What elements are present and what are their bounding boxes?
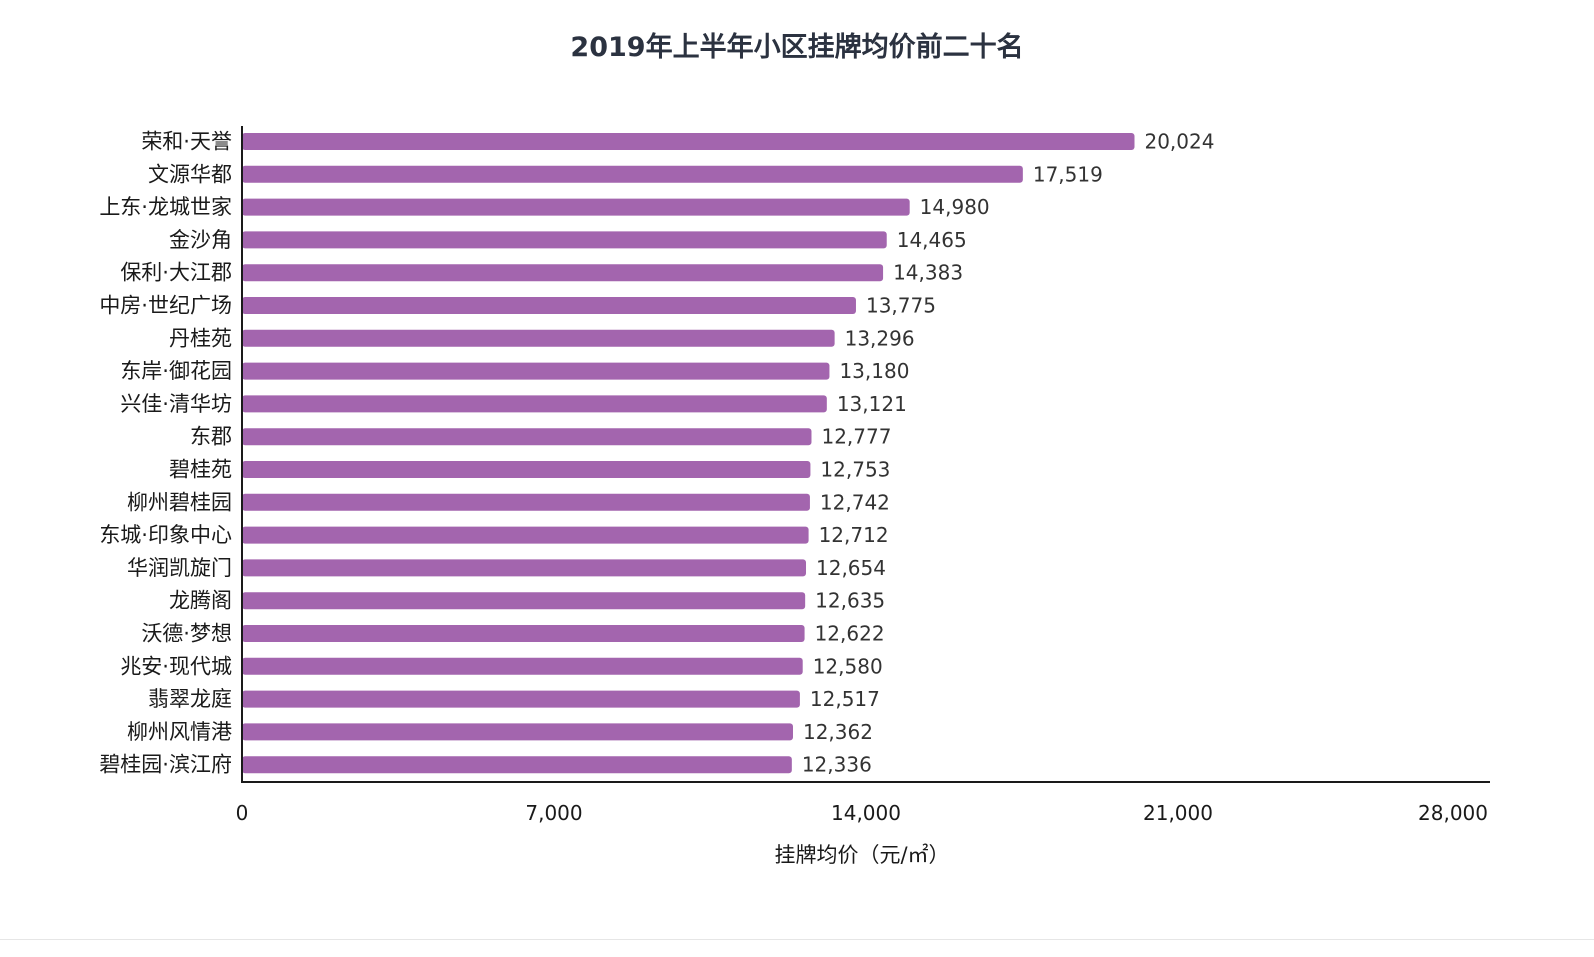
- value-label: 12,654: [816, 556, 886, 580]
- bottom-divider: [0, 939, 1594, 940]
- category-label: 碧桂园·滨江府: [99, 753, 232, 777]
- bar: [242, 493, 810, 511]
- category-labels: 荣和·天誉文源华都上东·龙城世家金沙角保利·大江郡中房·世纪广场丹桂苑东岸·御花…: [99, 130, 232, 777]
- category-label: 东郡: [190, 425, 232, 449]
- category-label: 龙腾阁: [169, 589, 232, 613]
- bar: [242, 133, 1135, 150]
- value-label: 13,296: [845, 326, 915, 350]
- bar: [242, 657, 803, 675]
- value-label: 12,742: [820, 490, 890, 514]
- x-tick-label: 21,000: [1143, 801, 1213, 825]
- bar: [242, 362, 830, 380]
- category-label: 碧桂苑: [169, 458, 232, 482]
- value-label: 12,753: [820, 458, 890, 482]
- category-label: 东岸·御花园: [120, 359, 232, 383]
- bar: [242, 297, 856, 314]
- bar: [242, 395, 827, 413]
- value-label: 12,362: [803, 720, 873, 744]
- x-tick-label: 7,000: [525, 801, 582, 825]
- category-label: 上东·龙城世家: [99, 195, 232, 219]
- value-label: 14,465: [897, 228, 967, 252]
- value-label: 12,336: [802, 753, 872, 777]
- category-label: 丹桂苑: [169, 326, 232, 350]
- value-labels: 20,024 17,519 14,980 14,465 14,383 13,775 13,2…: [802, 130, 1215, 777]
- x-tick-label: 28,000: [1418, 801, 1488, 825]
- category-label: 中房·世纪广场: [99, 294, 232, 318]
- x-tick-label: 14,000: [831, 801, 901, 825]
- category-label: 柳州碧桂园: [127, 490, 232, 514]
- bar: [242, 625, 805, 642]
- value-label: 12,635: [815, 589, 885, 613]
- value-label: 12,517: [810, 687, 880, 711]
- bar: [242, 461, 811, 478]
- bars-group: [242, 133, 1135, 774]
- x-axis-title: 挂牌均价（元/㎡）: [774, 843, 949, 867]
- bar: [242, 723, 793, 741]
- category-label: 兴佳·清华坊: [120, 392, 232, 416]
- chart-title: 2019年上半年小区挂牌均价前二十名: [570, 31, 1023, 63]
- value-label: 12,777: [821, 425, 891, 449]
- value-label: 14,383: [893, 261, 963, 285]
- bar: [242, 329, 835, 347]
- value-label: 13,121: [837, 392, 907, 416]
- category-label: 柳州风情港: [127, 720, 232, 744]
- bar: [242, 231, 887, 249]
- bar: [242, 165, 1023, 183]
- value-label: 13,775: [866, 294, 936, 318]
- bar: [242, 592, 806, 610]
- bar: [242, 198, 910, 216]
- value-label: 17,519: [1033, 162, 1103, 186]
- category-label: 文源华都: [148, 162, 232, 186]
- x-tick-labels: 0 7,000 14,000 21,000 28,000: [236, 801, 1488, 825]
- bar: [242, 690, 800, 708]
- x-tick-label: 0: [236, 801, 249, 825]
- bar: [242, 526, 809, 544]
- category-label: 华润凯旋门: [127, 556, 232, 580]
- value-label: 20,024: [1144, 130, 1214, 154]
- value-label: 12,580: [813, 654, 883, 678]
- category-label: 金沙角: [169, 228, 232, 252]
- category-label: 保利·大江郡: [120, 261, 232, 285]
- bar: [242, 428, 812, 446]
- value-label: 14,980: [920, 195, 990, 219]
- bar: [242, 756, 792, 774]
- bar: [242, 559, 807, 577]
- value-label: 13,180: [839, 359, 909, 383]
- category-label: 兆安·现代城: [120, 654, 232, 678]
- category-label: 荣和·天誉: [141, 130, 232, 154]
- value-label: 12,712: [819, 523, 889, 547]
- value-label: 12,622: [815, 622, 885, 646]
- bar: [242, 264, 884, 282]
- category-label: 沃德·梦想: [141, 622, 232, 646]
- category-label: 东城·印象中心: [99, 523, 232, 547]
- category-label: 翡翠龙庭: [148, 687, 232, 711]
